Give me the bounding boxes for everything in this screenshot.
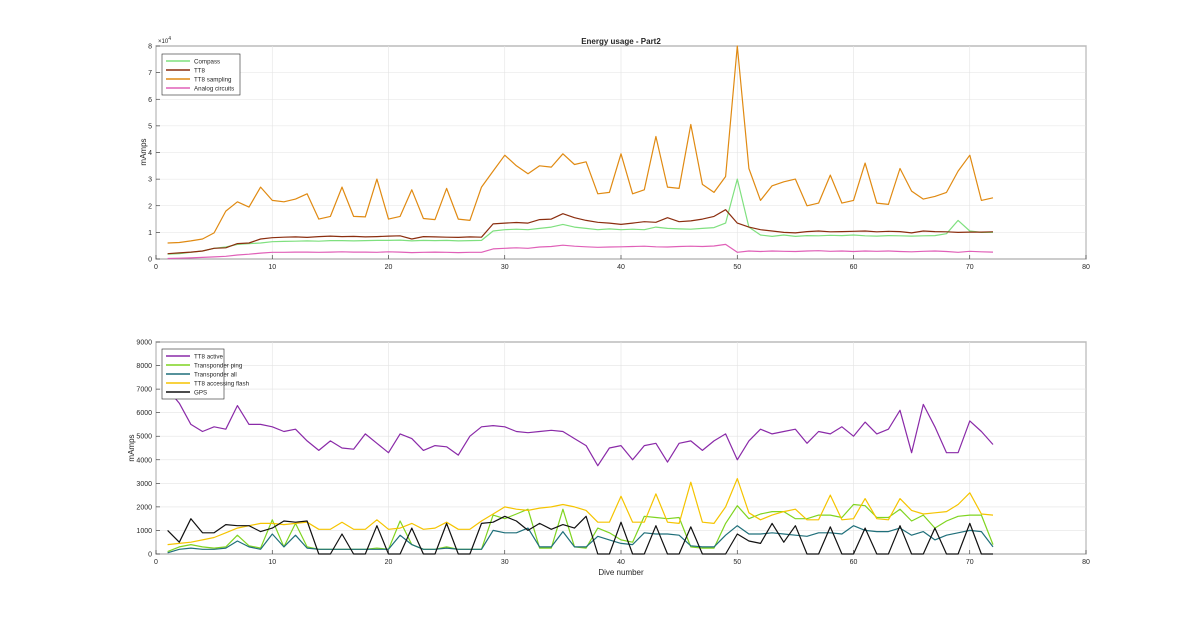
y-axis-label: mAmps — [139, 138, 148, 165]
axis-ticks: 0 10 20 30 40 50 60 70 80 0 1000 2000 3000 4000 5000 60… — [136, 340, 1090, 567]
legend: Compass TT8 TT8 sampling Analog circuits — [161, 53, 241, 96]
x-tick-label: 60 — [850, 264, 858, 271]
y-exponent-label: ×104 — [158, 36, 171, 45]
series-line-compass — [167, 178, 993, 255]
legend-label: GPS — [194, 390, 207, 397]
series-layer — [167, 388, 994, 555]
y-tick-label: 3 — [148, 177, 152, 184]
series-line-tt8-accessing-flash — [167, 478, 994, 546]
x-tick-label: 30 — [501, 264, 509, 271]
series-line-tt8-active — [167, 388, 994, 467]
y-tick-label: 9000 — [136, 340, 152, 347]
current-draw-chart: 0 10 20 30 40 50 60 70 80 0 1000 2000 3000 4000 5000 60… — [127, 340, 1090, 578]
x-tick-label: 70 — [966, 264, 974, 271]
x-tick-label: 50 — [733, 559, 741, 566]
x-tick-label: 0 — [154, 559, 158, 566]
x-tick-label: 10 — [268, 559, 276, 566]
x-axis-label: Dive number — [598, 568, 644, 577]
y-tick-label: 0 — [148, 552, 152, 559]
x-tick-label: 50 — [733, 264, 741, 271]
series-line-tt8 — [167, 209, 994, 255]
y-tick-label: 0 — [148, 257, 152, 264]
legend-box — [161, 348, 225, 400]
series-line-tt8-sampling — [167, 45, 994, 244]
x-tick-label: 10 — [268, 264, 276, 271]
y-tick-label: 1000 — [136, 528, 152, 535]
x-tick-label: 60 — [850, 559, 858, 566]
energy-usage-chart: 0 10 20 30 40 50 60 70 80 0 1 2 3 4 5 6 7 8 Energy usage … — [139, 36, 1090, 271]
y-tick-label: 7 — [148, 70, 152, 77]
series-line-analog-circuits — [167, 243, 994, 260]
y-tick-label: 7000 — [136, 387, 152, 394]
y-tick-label: 5000 — [136, 434, 152, 441]
x-tick-label: 40 — [617, 264, 625, 271]
y-tick-label: 1 — [148, 230, 152, 237]
y-tick-label: 3000 — [136, 481, 152, 488]
series-line-gps — [167, 515, 993, 555]
y-tick-label: 8000 — [136, 363, 152, 370]
legend-label: Transponder all — [194, 372, 237, 379]
legend-label: Compass — [194, 59, 220, 66]
legend-label: TT8 active — [194, 354, 223, 361]
x-tick-label: 20 — [385, 264, 393, 271]
x-tick-label: 70 — [966, 559, 974, 566]
y-tick-label: 4 — [148, 150, 152, 157]
x-tick-label: 0 — [154, 264, 158, 271]
y-tick-label: 5 — [148, 123, 152, 130]
y-tick-label: 8 — [148, 44, 152, 51]
y-tick-label: 4000 — [136, 457, 152, 464]
legend-label: TT8 sampling — [194, 77, 232, 84]
y-tick-label: 2 — [148, 203, 152, 210]
y-tick-label: 2000 — [136, 504, 152, 511]
x-tick-label: 30 — [501, 559, 509, 566]
y-axis-label: mAmps — [127, 434, 136, 461]
legend-label: TT8 accessing flash — [194, 381, 250, 388]
legend: TT8 active Transponder ping Transponder al… — [161, 348, 250, 400]
x-tick-label: 20 — [385, 559, 393, 566]
x-tick-label: 80 — [1082, 559, 1090, 566]
y-tick-label: 6000 — [136, 410, 152, 417]
series-layer — [167, 45, 994, 260]
axis-ticks: 0 10 20 30 40 50 60 70 80 0 1 2 3 4 5 6 7 8 — [148, 44, 1090, 272]
x-tick-label: 80 — [1082, 264, 1090, 271]
legend-label: TT8 — [194, 68, 206, 75]
legend-label: Analog circuits — [194, 86, 234, 93]
chart-title: Energy usage - Part2 — [581, 37, 661, 46]
series-line-transponder-all — [167, 525, 994, 554]
legend-label: Transponder ping — [194, 363, 243, 370]
x-tick-label: 40 — [617, 559, 625, 566]
y-tick-label: 6 — [148, 97, 152, 104]
